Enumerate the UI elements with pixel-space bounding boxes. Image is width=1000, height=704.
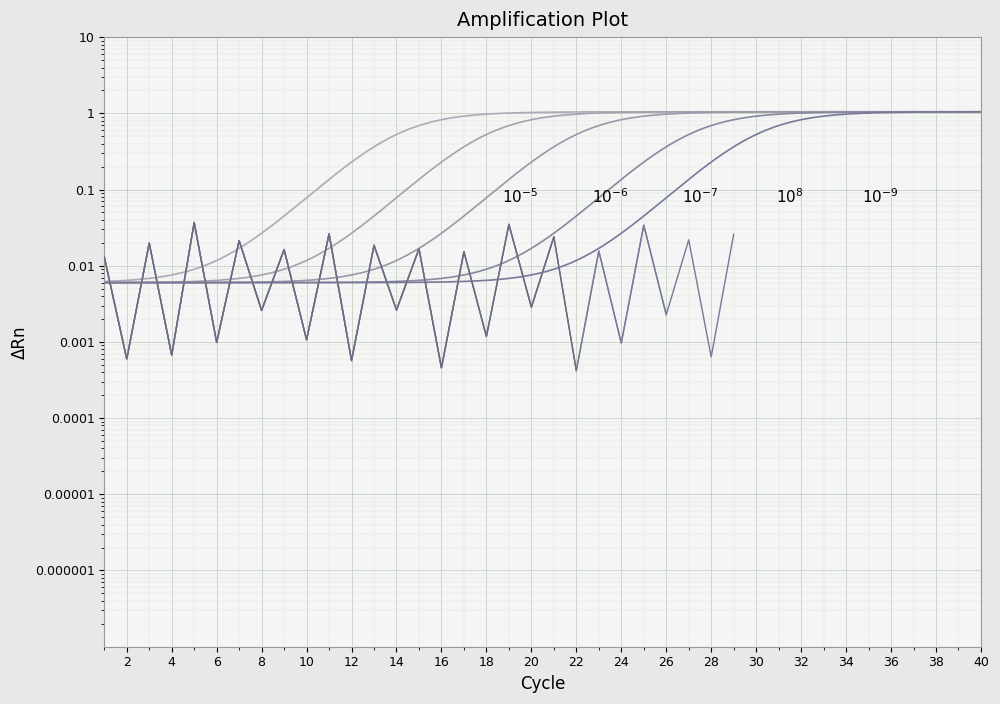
- X-axis label: Cycle: Cycle: [520, 675, 565, 693]
- Text: $10^{-7}$: $10^{-7}$: [682, 187, 718, 206]
- Text: $10^{-6}$: $10^{-6}$: [592, 187, 628, 206]
- Y-axis label: ΔRn: ΔRn: [11, 325, 29, 358]
- Title: Amplification Plot: Amplification Plot: [457, 11, 628, 30]
- Text: $10^{-5}$: $10^{-5}$: [502, 187, 538, 206]
- Text: $10^{8}$: $10^{8}$: [776, 187, 804, 206]
- Text: $10^{-9}$: $10^{-9}$: [862, 187, 898, 206]
